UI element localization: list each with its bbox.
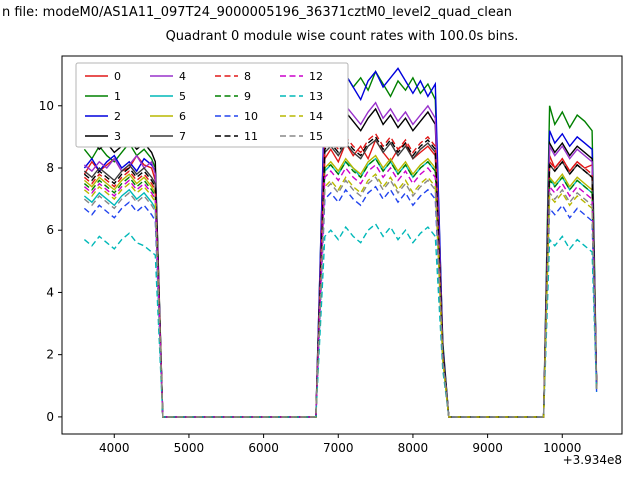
x-tick-label: 7000: [323, 441, 354, 455]
x-tick-label: 8000: [398, 441, 429, 455]
series-line-9: [83, 157, 598, 418]
legend-label-8: 8: [244, 70, 251, 83]
legend-label-11: 11: [244, 130, 258, 143]
chart-title: Quadrant 0 module wise count rates with …: [165, 29, 519, 44]
plot-frame: [61, 55, 623, 435]
y-tick-label: 8: [46, 161, 54, 175]
legend-label-5: 5: [179, 90, 186, 103]
y-tick-label: 6: [46, 223, 54, 237]
x-tick-label: 6000: [248, 441, 279, 455]
legend-label-0: 0: [114, 70, 121, 83]
y-tick-label: 2: [46, 348, 54, 362]
x-tick-label: 4000: [99, 441, 130, 455]
legend-label-3: 3: [114, 130, 121, 143]
legend-label-2: 2: [114, 110, 121, 123]
legend-label-4: 4: [179, 70, 186, 83]
legend-label-10: 10: [244, 110, 258, 123]
series-line-14: [83, 173, 598, 418]
legend-label-13: 13: [309, 90, 323, 103]
x-tick-label: 5000: [174, 441, 205, 455]
legend-label-9: 9: [244, 90, 251, 103]
figure-suptitle: n file: modeM0/AS1A11_097T24_9000005196_…: [2, 5, 513, 20]
series-line-12: [83, 163, 598, 418]
legend-label-12: 12: [309, 70, 323, 83]
x-tick-label: 9000: [472, 441, 503, 455]
series-line-15: [83, 176, 598, 418]
legend-box: [75, 62, 349, 148]
series-line-10: [83, 185, 598, 418]
x-axis: 4000 5000 6000 7000 8000 9000 10000: [99, 434, 581, 455]
legend-label-6: 6: [179, 110, 186, 123]
legend-label-15: 15: [309, 130, 323, 143]
y-tick-label: 4: [46, 285, 54, 299]
y-tick-label: 10: [39, 99, 54, 113]
x-axis-offset-label: +3.934e8: [562, 453, 622, 467]
legend-label-7: 7: [179, 130, 186, 143]
series-lines: [83, 67, 598, 418]
x-tick-label: 10000: [543, 441, 581, 455]
legend-label-14: 14: [309, 110, 323, 123]
y-axis: 0 2 4 6 8 10: [39, 99, 62, 424]
y-tick-label: 0: [46, 410, 54, 424]
legend-label-1: 1: [114, 90, 121, 103]
